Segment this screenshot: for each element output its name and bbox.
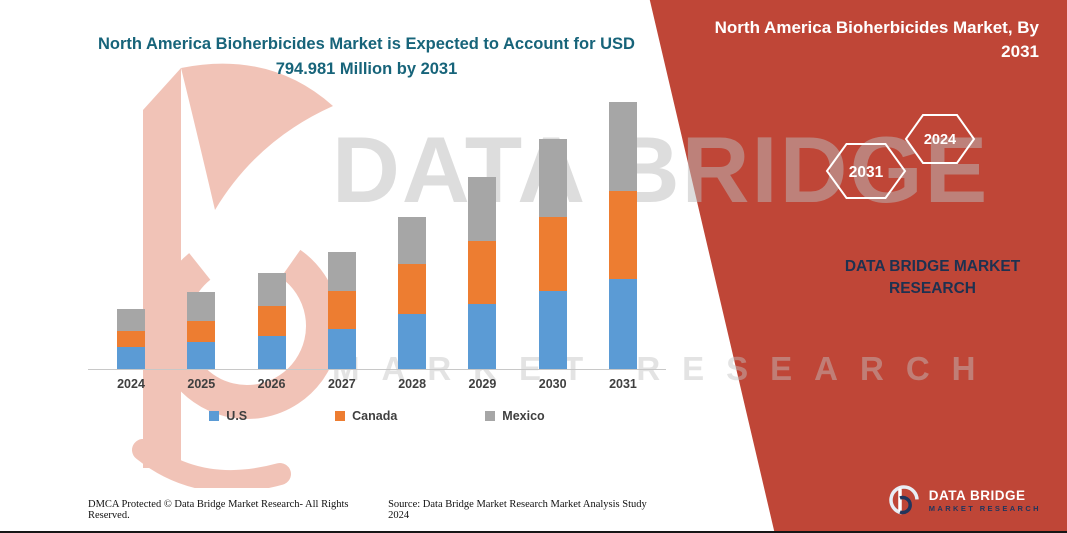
bar-segment-mexico: [257, 273, 286, 307]
x-axis-label-2030: 2030: [538, 377, 567, 391]
x-axis-label-2025: 2025: [187, 377, 216, 391]
chart-x-labels: 2024 2025 2026 2027 2028 2029 2030 2031: [88, 377, 666, 391]
bar-segment-canada: [327, 291, 356, 329]
bar-segment-u-s: [117, 347, 145, 369]
bar-2030: [538, 139, 567, 369]
bar-segment-mexico: [327, 252, 356, 291]
x-axis-label-2027: 2027: [327, 377, 356, 391]
hexagon-2024-icon: [904, 114, 976, 164]
bar-segment-mexico: [468, 177, 497, 241]
bar-segment-u-s: [257, 336, 286, 369]
x-axis-label-2029: 2029: [468, 377, 497, 391]
legend-label: U.S: [226, 409, 248, 423]
x-axis-label-2026: 2026: [257, 377, 286, 391]
bar-2025: [187, 292, 216, 369]
x-axis-label-2028: 2028: [398, 377, 427, 391]
logo-text: DATA BRIDGE MARKET RESEARCH: [929, 488, 1041, 513]
brand-name: DATA BRIDGE MARKET RESEARCH: [844, 258, 1021, 297]
bar-segment-u-s: [327, 329, 356, 369]
bottom-border-line: [0, 531, 1067, 533]
hexagon-2024-label: 2024: [924, 132, 956, 148]
bar-segment-canada: [468, 240, 497, 304]
bar-segment-mexico: [117, 309, 145, 332]
bar-segment-mexico: [538, 139, 567, 217]
bar-segment-canada: [257, 306, 286, 336]
legend-label: Mexico: [502, 409, 545, 423]
side-panel-title: North America Bioherbicides Market, By 2…: [714, 18, 1039, 61]
legend-item-canada: Canada: [335, 409, 397, 423]
legend-swatch-icon: [335, 411, 346, 421]
bar-2029: [468, 177, 497, 369]
bar-segment-u-s: [398, 313, 427, 369]
legend-item-mexico: Mexico: [485, 409, 545, 423]
bar-2031: [608, 101, 637, 369]
chart-plot: [88, 100, 666, 370]
bar-2027: [327, 252, 356, 369]
source-note: Source: Data Bridge Market Research Mark…: [388, 499, 647, 521]
bar-segment-mexico: [608, 101, 637, 191]
hexagon-2031-label: 2031: [849, 164, 884, 181]
bar-segment-canada: [187, 320, 216, 343]
legend-swatch-icon: [485, 411, 496, 421]
bar-2028: [398, 216, 427, 369]
chart-headline: North America Bioherbicides Market is Ex…: [98, 35, 635, 78]
bar-segment-canada: [538, 217, 567, 291]
bar-segment-u-s: [468, 303, 497, 369]
chart: 2024 2025 2026 2027 2028 2029 2030 2031 U.S Cana…: [88, 100, 666, 423]
x-axis-label-2024: 2024: [117, 377, 145, 391]
legend-label: Canada: [352, 409, 398, 423]
legend-swatch-icon: [209, 411, 220, 421]
watermark-market-research: MARKET RESEARCH: [332, 350, 998, 387]
bar-2024: [117, 309, 145, 369]
bar-segment-canada: [398, 263, 427, 314]
bar-2026: [257, 273, 286, 369]
chart-legend: U.S Canada Mexico: [88, 409, 666, 423]
dmca-notice: DMCA Protected © Data Bridge Market Rese…: [88, 499, 349, 521]
bar-segment-u-s: [608, 278, 637, 369]
bar-segment-u-s: [538, 291, 567, 369]
year-hexagons: 2031 2024: [825, 114, 976, 199]
data-bridge-logo-icon: [888, 485, 919, 515]
legend-item-u-s: U.S: [209, 409, 247, 423]
bar-segment-canada: [608, 190, 637, 279]
bar-segment-u-s: [187, 342, 216, 369]
bar-segment-mexico: [187, 292, 216, 321]
data-bridge-b-watermark-icon: [132, 63, 340, 488]
x-axis-label-2031: 2031: [609, 377, 637, 391]
bar-segment-mexico: [398, 216, 427, 264]
hexagon-2031-icon: [825, 143, 907, 199]
watermark-data-bridge: DATA BRIDGE: [332, 117, 990, 222]
footer: DMCA Protected © Data Bridge Market Rese…: [88, 499, 666, 521]
logo-title: DATA BRIDGE: [928, 487, 1026, 503]
data-bridge-logo: DATA BRIDGE MARKET RESEARCH: [887, 483, 1041, 517]
bar-segment-canada: [117, 331, 145, 348]
logo-tagline: MARKET RESEARCH: [928, 503, 1041, 513]
